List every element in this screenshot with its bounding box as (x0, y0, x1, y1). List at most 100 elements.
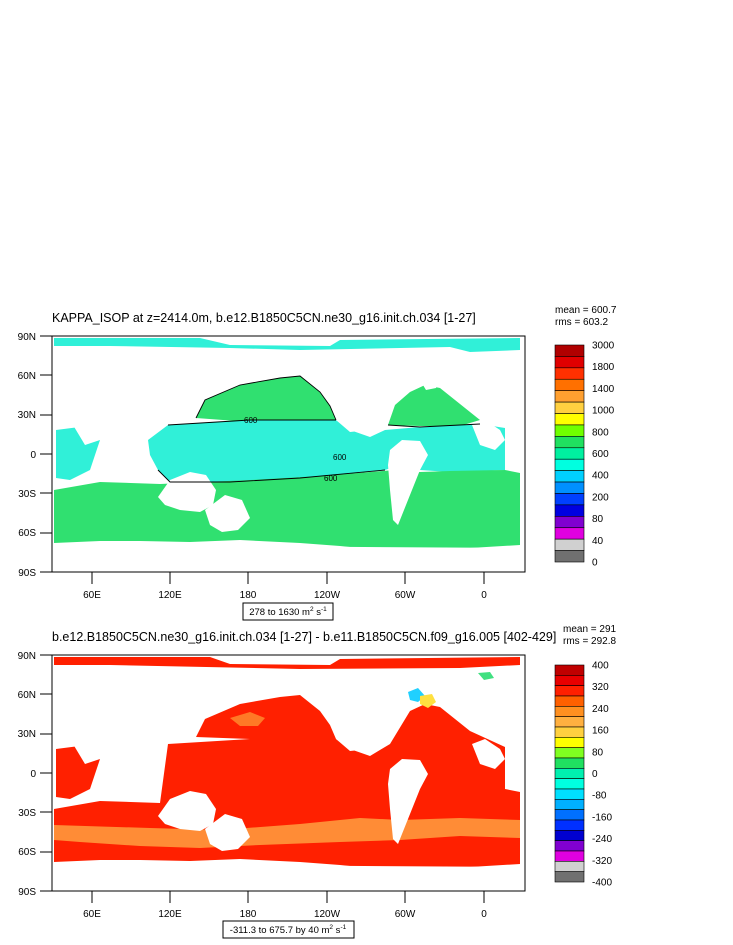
colorbar-box (554, 447, 585, 460)
colorbar-box (554, 675, 585, 686)
colorbar-label: 400 (592, 661, 609, 672)
colorbar-box (554, 413, 585, 426)
colorbar-label: -320 (592, 856, 612, 867)
colorbar-label: -240 (592, 834, 612, 845)
panel-2-y-axis: 90N 60N 30N 0 30S 60S 90S (18, 651, 52, 898)
colorbar-box (554, 664, 585, 676)
colorbar-label: 320 (592, 682, 609, 693)
colorbar-box (554, 850, 585, 862)
panel-1-contour-label-3: 600 (324, 474, 338, 483)
y-tick-label: 90N (18, 651, 36, 662)
colorbar-box (554, 768, 585, 779)
panel-1-contour-label-2: 600 (333, 453, 347, 462)
x-tick-label: 180 (240, 590, 257, 601)
colorbar-label: 1400 (592, 384, 615, 395)
x-tick-label: 60E (83, 590, 101, 601)
panel-1-x-axis: 60E 120E 180 120W 60W 0 (83, 572, 487, 601)
panel-2-mean: mean = 291 (563, 624, 617, 635)
colorbar-label: 240 (592, 704, 609, 715)
x-tick-label: 60W (395, 590, 416, 601)
y-tick-label: 60S (18, 847, 36, 858)
colorbar-label: -80 (592, 791, 607, 802)
panel-1-mean: mean = 600.7 (555, 305, 617, 316)
colorbar-box (554, 871, 585, 883)
x-tick-label: 60W (395, 909, 416, 920)
colorbar-label: 200 (592, 492, 609, 503)
colorbar-box (554, 706, 585, 717)
svg-text:278 to 1630 m2 s-1: 278 to 1630 m2 s-1 (249, 606, 327, 618)
panel-1: KAPPA_ISOP at z=2414.0m, b.e12.B1850C5CN… (18, 305, 617, 621)
colorbar-box (554, 840, 585, 852)
panel-2-x-axis: 60E 120E 180 120W 60W 0 (83, 891, 487, 920)
colorbar-box (554, 378, 585, 391)
panel-2-title: b.e12.B1850C5CN.ne30_g16.init.ch.034 [1-… (52, 630, 556, 644)
panel-1-ocean-north (196, 376, 480, 426)
panel-2-map (52, 655, 525, 891)
panel-1-map: 600 600 600 (52, 336, 525, 572)
colorbar-box (554, 830, 585, 841)
colorbar-box (554, 527, 585, 540)
colorbar-box (554, 390, 585, 403)
colorbar-box (554, 344, 585, 357)
colorbar-box (554, 356, 585, 369)
panel-2: b.e12.B1850C5CN.ne30_g16.init.ch.034 [1-… (18, 624, 617, 939)
panel-1-contour-label-1: 600 (244, 416, 258, 425)
colorbar-box (554, 538, 585, 551)
y-tick-label: 30N (18, 729, 36, 740)
panel-1-y-axis: 90N 60N 30N 0 30S 60S 90S (18, 332, 52, 579)
colorbar-box (554, 424, 585, 437)
colorbar-box (554, 799, 585, 810)
colorbar-box (554, 458, 585, 471)
colorbar-label: -160 (592, 812, 612, 823)
colorbar-label: 400 (592, 471, 609, 482)
y-tick-label: 60S (18, 528, 36, 539)
x-tick-label: 60E (83, 909, 101, 920)
colorbar-label: 0 (592, 558, 598, 569)
colorbar-box (554, 481, 585, 494)
colorbar-label: 600 (592, 449, 609, 460)
colorbar-box (554, 747, 585, 759)
colorbar-label: 160 (592, 726, 609, 737)
colorbar-box (554, 550, 585, 563)
colorbar-box (554, 716, 585, 728)
colorbar-box (554, 504, 585, 517)
colorbar-label: -400 (592, 878, 612, 889)
colorbar-box (554, 809, 585, 821)
panel-2-rms: rms = 292.8 (563, 636, 617, 647)
colorbar-box (554, 819, 585, 831)
panel-1-rms: rms = 603.2 (555, 317, 609, 328)
colorbar-box (554, 695, 585, 707)
colorbar-box (554, 685, 585, 697)
y-tick-label: 90S (18, 568, 36, 579)
x-tick-label: 180 (240, 909, 257, 920)
panel-1-title: KAPPA_ISOP at z=2414.0m, b.e12.B1850C5CN… (52, 311, 476, 325)
colorbar-box (554, 726, 585, 738)
y-tick-label: 30S (18, 489, 36, 500)
y-tick-label: 60N (18, 371, 36, 382)
colorbar-box (554, 367, 585, 380)
colorbar-label: 1800 (592, 362, 615, 373)
panel-2-range-box: -311.3 to 675.7 by 40 m2 s-1 (222, 920, 355, 939)
colorbar-box (554, 493, 585, 506)
colorbar-label: 0 (592, 769, 598, 780)
y-tick-label: 30S (18, 808, 36, 819)
y-tick-label: 30N (18, 410, 36, 421)
colorbar-label: 80 (592, 514, 604, 525)
panel-1-ocean-arctic (54, 338, 520, 352)
colorbar-box (554, 861, 585, 872)
panel-2-colorbar: 400 320 240 160 80 0 -80 -160 -240 -320 -400 (554, 661, 612, 889)
colorbar-label: 80 (592, 747, 604, 758)
colorbar-label: 800 (592, 427, 609, 438)
panel-1-range-box: 278 to 1630 m2 s-1 (242, 602, 334, 621)
x-tick-label: 0 (481, 590, 487, 601)
y-tick-label: 0 (30, 769, 36, 780)
colorbar-box (554, 401, 585, 414)
colorbar-box (554, 470, 585, 483)
colorbar-box (554, 788, 585, 800)
colorbar-label: 40 (592, 536, 604, 547)
y-tick-label: 60N (18, 690, 36, 701)
colorbar-box (554, 778, 585, 790)
colorbar-label: 3000 (592, 341, 615, 352)
